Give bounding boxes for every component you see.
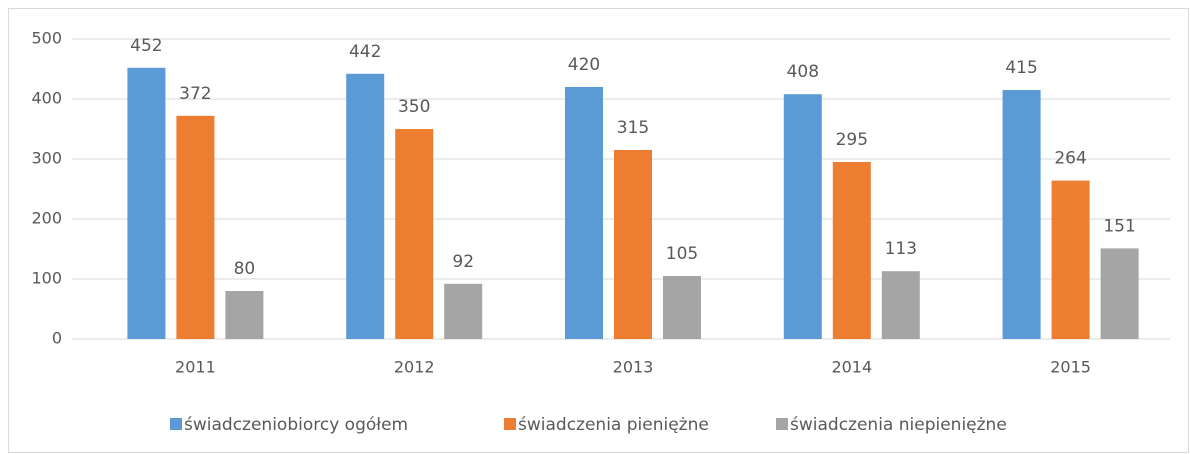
data-label: 350 — [398, 97, 430, 117]
data-label: 264 — [1054, 149, 1086, 169]
bar — [127, 67, 166, 340]
x-tick-label: 2012 — [394, 358, 435, 377]
data-label: 420 — [568, 55, 600, 75]
bar — [395, 129, 434, 339]
x-tick-label: 2015 — [1050, 358, 1091, 377]
data-label: 372 — [179, 84, 211, 104]
legend-label: świadczeniobiorcy ogółem — [184, 415, 408, 435]
bar — [444, 283, 483, 339]
data-label: 151 — [1103, 216, 1135, 236]
data-label: 415 — [1005, 58, 1037, 78]
bar — [783, 94, 822, 339]
data-label: 408 — [787, 62, 819, 82]
y-tick-label: 100 — [31, 269, 62, 288]
bar — [346, 73, 385, 340]
y-tick-label: 200 — [31, 209, 62, 228]
bar — [225, 291, 264, 339]
x-tick-label: 2013 — [613, 358, 654, 377]
bar — [176, 115, 215, 339]
bar — [614, 150, 652, 339]
data-label: 452 — [130, 36, 162, 56]
bar — [881, 271, 920, 339]
data-label: 105 — [666, 244, 698, 264]
data-label: 295 — [836, 130, 868, 150]
data-label: 442 — [349, 42, 381, 62]
legend-label: świadczenia niepieniężne — [790, 415, 1007, 435]
y-tick-label: 300 — [31, 149, 62, 168]
data-label: 113 — [885, 239, 917, 259]
bar — [663, 276, 701, 339]
x-tick-label: 2014 — [831, 358, 872, 377]
bar — [565, 87, 603, 339]
y-tick-label: 400 — [31, 89, 62, 108]
data-label: 315 — [617, 118, 649, 138]
legend-swatch — [776, 418, 788, 430]
bar — [1002, 90, 1041, 339]
legend-label: świadczenia pieniężne — [518, 415, 709, 435]
data-label: 80 — [234, 259, 256, 279]
bar — [1051, 180, 1090, 339]
data-label: 92 — [452, 252, 474, 272]
y-tick-label: 0 — [52, 329, 62, 348]
bar — [1100, 248, 1139, 339]
y-tick-label: 500 — [31, 29, 62, 48]
legend-swatch — [170, 418, 182, 430]
x-tick-label: 2011 — [175, 358, 216, 377]
legend-swatch — [504, 418, 516, 430]
bar — [832, 162, 871, 339]
